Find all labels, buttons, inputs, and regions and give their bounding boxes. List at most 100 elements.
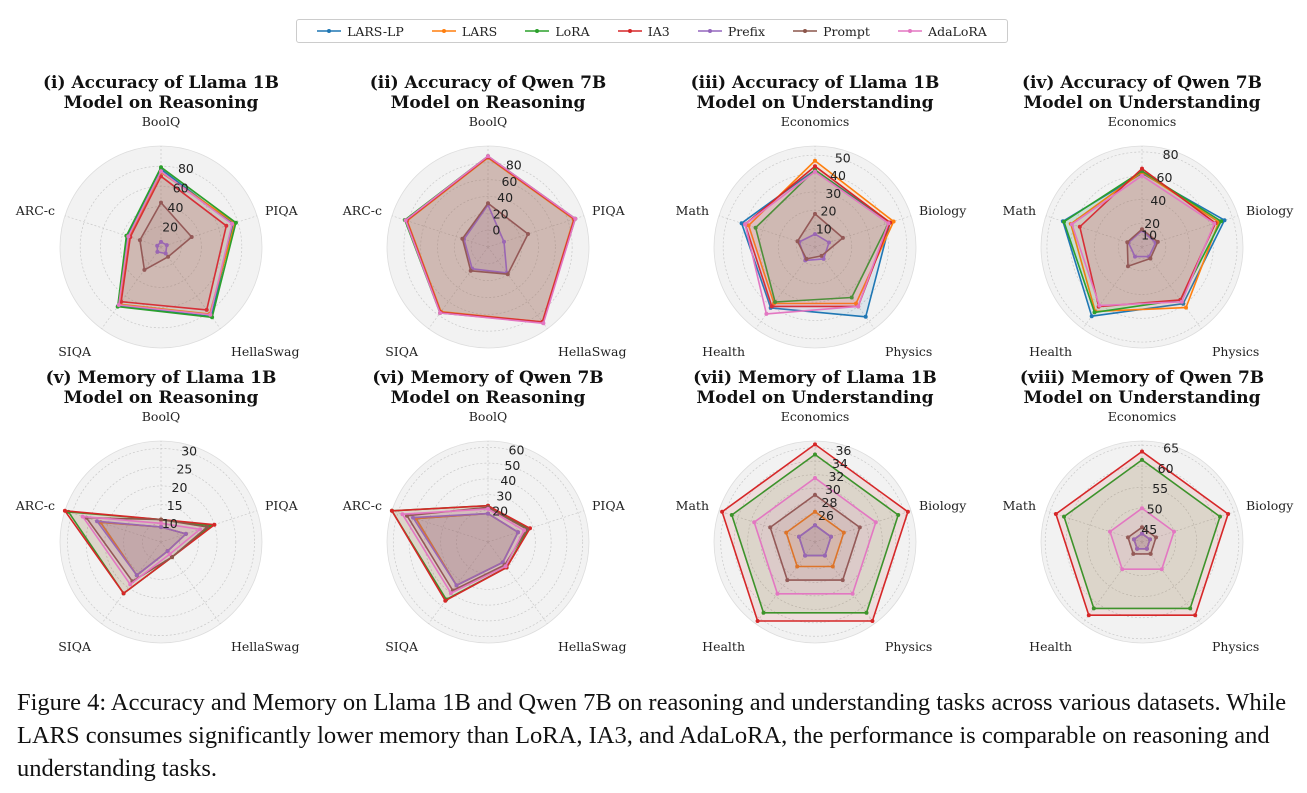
axis-label: SIQA (58, 344, 92, 359)
grid-spoke (428, 541, 489, 624)
grid-ring (1086, 486, 1198, 598)
grid-spoke (101, 246, 162, 329)
series-adalora (1069, 173, 1217, 308)
radial-tick-label: 60 (501, 174, 517, 189)
data-point (784, 530, 789, 535)
data-point (813, 523, 817, 528)
legend-label: AdaLoRA (928, 23, 987, 39)
series-polygon (404, 155, 577, 325)
series-prompt (1126, 525, 1158, 556)
data-point (813, 452, 817, 457)
data-point (573, 216, 578, 221)
axis-label: HellaSwag (558, 639, 626, 654)
data-point (1125, 240, 1130, 245)
data-point (1155, 239, 1160, 244)
axis-label: Physics (1212, 639, 1259, 654)
series-prompt (137, 200, 194, 272)
grid-ring (104, 485, 218, 599)
grid-spoke (1045, 510, 1143, 543)
data-point (1222, 218, 1227, 223)
axis-label: BoolQ (469, 409, 507, 424)
data-point (764, 311, 769, 316)
chart-title: Model on Reasoning (64, 93, 259, 113)
data-point (720, 509, 725, 514)
axis-label: BoolQ (142, 114, 180, 129)
data-point (198, 527, 203, 532)
data-point (403, 218, 408, 223)
grid-ring (787, 514, 843, 570)
data-point (448, 591, 453, 596)
radial-tick-label: 45 (1141, 522, 1157, 537)
data-point (1097, 303, 1102, 308)
data-point (1226, 512, 1231, 516)
data-point (1193, 613, 1198, 618)
axis-label: Health (1029, 639, 1072, 654)
series-polygon (785, 510, 845, 568)
radial-tick-label: 20 (821, 204, 837, 219)
data-point (813, 509, 817, 514)
legend-swatch (431, 29, 456, 33)
radial-tick-label: 40 (500, 473, 516, 488)
data-point (486, 506, 490, 511)
series-adalora (752, 476, 878, 596)
radial-tick-label: 30 (496, 488, 512, 503)
data-point (729, 513, 734, 517)
axis-label: Biology (919, 203, 967, 218)
chart-title: (viii) Memory of Qwen 7B (1020, 368, 1264, 388)
legend-label: Prompt (823, 23, 870, 39)
data-point (785, 578, 790, 583)
data-point (170, 555, 174, 560)
data-point (128, 582, 133, 587)
series-polygon (730, 453, 900, 614)
radial-tick-label: 26 (818, 508, 834, 523)
radial-tick-label: 80 (1163, 147, 1179, 162)
series-prefix (1132, 531, 1152, 551)
legend-item-ia3: IA3 (617, 24, 670, 39)
grid-ring (796, 228, 834, 266)
data-point (857, 525, 862, 530)
grid-spoke (1082, 541, 1143, 624)
data-point (1140, 506, 1144, 511)
data-point (813, 164, 817, 169)
data-point (159, 169, 163, 174)
data-point (166, 254, 171, 259)
data-point (1140, 457, 1144, 462)
data-point (503, 564, 508, 569)
data-point (1140, 525, 1144, 530)
data-point (1140, 531, 1144, 536)
data-point (840, 235, 845, 240)
axis-label: PIQA (265, 203, 299, 218)
radial-tick-label: 80 (178, 161, 194, 176)
data-point (1089, 314, 1094, 319)
data-point (155, 243, 160, 248)
grid-ring (1094, 199, 1190, 295)
data-point (827, 240, 831, 245)
data-point (841, 530, 846, 535)
grid-spoke (814, 246, 875, 329)
data-point (819, 253, 824, 258)
axis-label: SIQA (58, 639, 92, 654)
grid-spoke (487, 541, 548, 624)
data-point (768, 525, 773, 530)
radial-tick-label: 15 (167, 498, 183, 513)
data-point (1148, 551, 1153, 556)
series-adalora (1108, 506, 1176, 572)
data-point (746, 223, 751, 228)
axis-label: SIQA (385, 639, 419, 654)
series-lars (746, 158, 896, 306)
grid-spoke (1141, 510, 1239, 543)
data-point (1140, 166, 1144, 171)
data-point (870, 619, 875, 623)
series-polygon (1127, 526, 1157, 555)
data-point (813, 169, 817, 174)
grid-ring (1117, 222, 1167, 272)
data-point (1219, 219, 1224, 224)
axis-label: Physics (885, 639, 932, 654)
radial-tick-label: 60 (173, 181, 189, 196)
axis-label: Economics (781, 114, 850, 129)
axis-label: Health (702, 639, 745, 654)
grid-ring (120, 206, 202, 288)
